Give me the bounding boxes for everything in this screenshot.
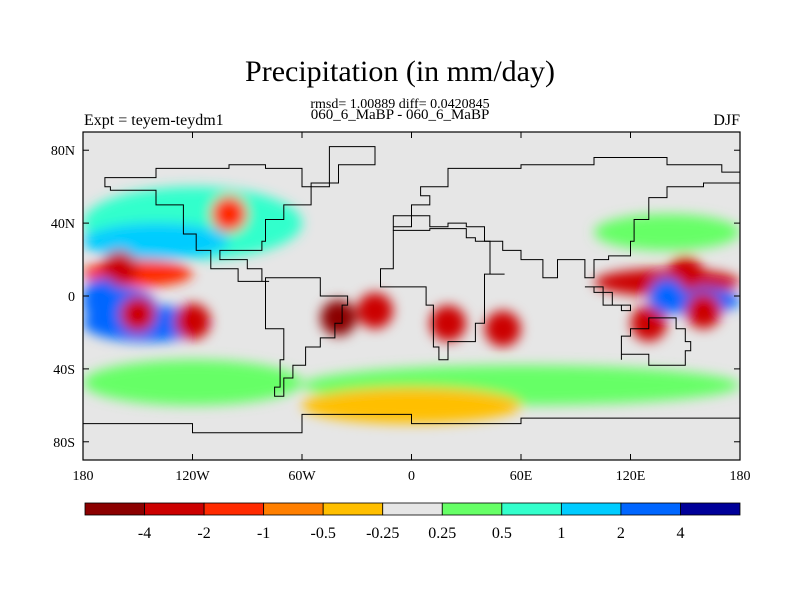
coastlines [83, 146, 740, 460]
coastline-path [380, 228, 505, 361]
coastline-path [310, 146, 376, 188]
colorbar-label: -0.25 [366, 525, 399, 542]
anomaly-blob [101, 250, 138, 287]
colorbar-swatch [560, 502, 622, 516]
y-tick-label: 80S [53, 436, 75, 451]
anomaly-blob [83, 278, 120, 314]
anomaly-blob [119, 296, 156, 333]
coastline-path [620, 317, 692, 366]
colorbar-label: 1 [557, 525, 565, 542]
field-patch [594, 214, 740, 251]
colorbar-swatch [263, 502, 324, 516]
season-label: DJF [713, 112, 740, 129]
y-tick-label: 40N [51, 217, 75, 232]
coastline-path [104, 164, 312, 282]
anomaly-blob [649, 278, 685, 314]
x-axis: 180 120W 60W 0 60E 120E 180 [73, 132, 751, 484]
coastline-path [392, 157, 740, 279]
experiment-label: Expt = teyem-teydm1 [84, 112, 224, 129]
anomaly-blob [484, 310, 521, 347]
x-tick-label: 180 [73, 469, 94, 484]
colorbar-swatch [84, 502, 145, 516]
y-tick-label: 0 [68, 290, 75, 305]
x-tick-label: 0 [408, 469, 415, 484]
coastline-path [83, 413, 740, 460]
colorbar-label: 2 [617, 525, 625, 542]
colorbar-swatch [441, 502, 503, 516]
colorbar-swatch [322, 502, 384, 516]
x-tick-label: 60W [288, 469, 316, 484]
anomaly-blob [174, 303, 211, 340]
anomaly-blob [357, 292, 393, 329]
colorbar-label: 4 [676, 525, 684, 542]
x-tick-label: 180 [730, 469, 751, 484]
anomaly-blob [156, 223, 193, 260]
x-tick-label: 60E [510, 469, 533, 484]
colorbar-swatch [501, 502, 562, 516]
y-tick-label: 40S [53, 363, 75, 378]
anomaly-blob [430, 305, 466, 342]
chart-title: Precipitation (in mm/day) [245, 55, 555, 88]
y-tick-label: 80N [51, 144, 75, 159]
colorbar-swatch [203, 502, 265, 516]
colorbar: -4 -2 -1 -0.5 -0.25 0.25 0.5 1 2 4 [84, 502, 741, 542]
field-patch [83, 223, 229, 260]
chart-subtitle: 060_6_MaBP - 060_6_MaBP [310, 107, 490, 123]
coastline-path [265, 277, 349, 397]
anomaly-blob [320, 299, 357, 336]
y-axis: 80N 40N 0 40S 80S [51, 144, 740, 451]
x-tick-label: 120W [175, 469, 210, 484]
colorbar-label: 0.5 [492, 525, 512, 542]
field-patch [83, 359, 302, 406]
colorbar-label: -0.5 [311, 525, 336, 542]
coastline-path [584, 286, 631, 312]
colorbar-label: -2 [197, 525, 210, 542]
colorbar-label: -4 [138, 525, 151, 542]
colorbar-swatch [680, 502, 741, 516]
colorbar-swatch [144, 502, 205, 516]
anomaly-blob [211, 196, 247, 232]
colorbar-label: 0.25 [428, 525, 456, 542]
x-tick-label: 120E [616, 469, 646, 484]
colorbar-swatch [620, 502, 681, 516]
precip-field [83, 186, 740, 424]
colorbar-label: -1 [257, 525, 270, 542]
anomaly-blob [685, 292, 722, 329]
stats-line: rmsd= 1.00889 diff= 0.0420845 [310, 97, 490, 112]
colorbar-swatch [382, 502, 443, 516]
